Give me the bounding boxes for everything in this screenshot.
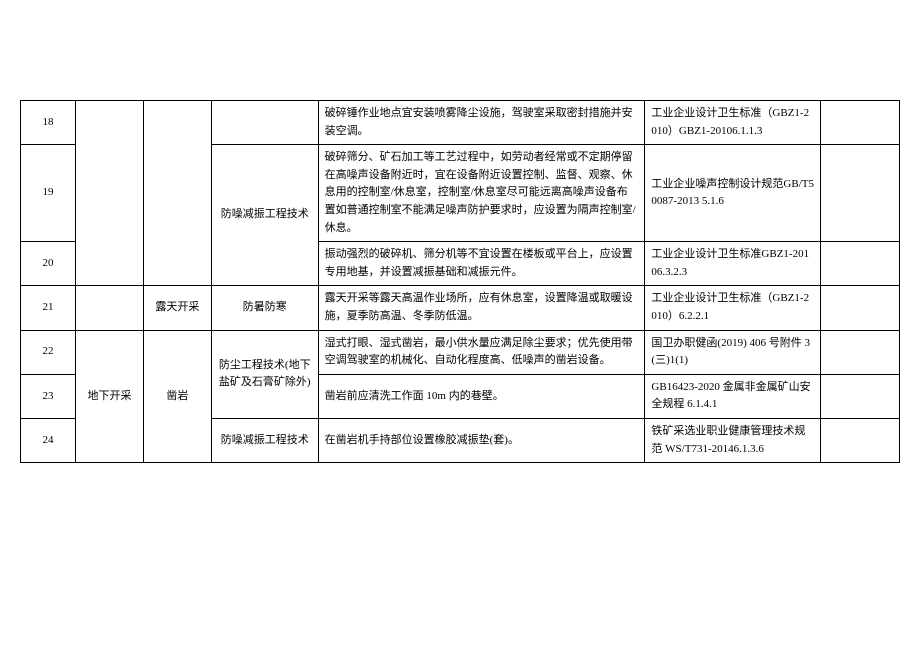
row-number: 24	[21, 418, 76, 462]
description-cell: 露天开采等露天高温作业场所，应有休息室，设置降温或取暖设施，夏季防高温、冬季防低…	[318, 286, 645, 330]
row-number: 22	[21, 330, 76, 374]
standards-table: 18 破碎锤作业地点宜安装喷雾降尘设施，驾驶室采取密封措施并安装空调。 工业企业…	[20, 100, 900, 463]
row-number: 18	[21, 101, 76, 145]
standard-cell: 工业企业设计卫生标准（GBZ1-2010）6.2.2.1	[645, 286, 821, 330]
description-cell: 振动强烈的破碎机、筛分机等不宜设置在楼板或平台上，应设置专用地基，并设置减振基础…	[318, 242, 645, 286]
category-cell: 地下开采	[76, 330, 144, 463]
row-number: 20	[21, 242, 76, 286]
extra-cell	[821, 242, 900, 286]
category-cell: 防噪减振工程技术	[211, 418, 318, 462]
extra-cell	[821, 418, 900, 462]
standard-cell: 国卫办职健函(2019) 406 号附件 3(三)1(1)	[645, 330, 821, 374]
description-cell: 破碎筛分、矿石加工等工艺过程中，如劳动者经常或不定期停留在高噪声设备附近时，宜在…	[318, 145, 645, 242]
description-cell: 凿岩前应清洗工作面 10m 内的巷壁。	[318, 374, 645, 418]
document-page: 18 破碎锤作业地点宜安装喷雾降尘设施，驾驶室采取密封措施并安装空调。 工业企业…	[20, 20, 900, 463]
category-cell: 防噪减振工程技术	[211, 145, 318, 286]
standard-cell: 铁矿采选业职业健康管理技术规范 WS/T731-20146.1.3.6	[645, 418, 821, 462]
table-row: 22 地下开采 凿岩 防尘工程技术(地下盐矿及石膏矿除外) 湿式打眼、湿式凿岩，…	[21, 330, 900, 374]
category-cell: 防尘工程技术(地下盐矿及石膏矿除外)	[211, 330, 318, 418]
extra-cell	[821, 145, 900, 242]
description-cell: 在凿岩机手持部位设置橡胶减振垫(套)。	[318, 418, 645, 462]
category-cell	[76, 101, 144, 286]
standard-cell: 工业企业设计卫生标准（GBZ1-2010）GBZ1-20106.1.1.3	[645, 101, 821, 145]
table-row: 21 露天开采 防暑防寒 露天开采等露天高温作业场所，应有休息室，设置降温或取暖…	[21, 286, 900, 330]
category-cell: 凿岩	[143, 330, 211, 463]
row-number: 23	[21, 374, 76, 418]
category-cell	[211, 101, 318, 145]
extra-cell	[821, 101, 900, 145]
standard-cell: 工业企业噪声控制设计规范GB/T50087-2013 5.1.6	[645, 145, 821, 242]
category-cell: 防暑防寒	[211, 286, 318, 330]
row-number: 19	[21, 145, 76, 242]
description-cell: 湿式打眼、湿式凿岩，最小供水量应满足除尘要求；优先使用带空调驾驶室的机械化、自动…	[318, 330, 645, 374]
extra-cell	[821, 330, 900, 374]
standard-cell: 工业企业设计卫生标准GBZ1-20106.3.2.3	[645, 242, 821, 286]
extra-cell	[821, 374, 900, 418]
standard-cell: GB16423-2020 金属非金属矿山安全规程 6.1.4.1	[645, 374, 821, 418]
category-cell: 露天开采	[143, 286, 211, 330]
table-row: 18 破碎锤作业地点宜安装喷雾降尘设施，驾驶室采取密封措施并安装空调。 工业企业…	[21, 101, 900, 145]
extra-cell	[821, 286, 900, 330]
category-cell	[143, 101, 211, 286]
row-number: 21	[21, 286, 76, 330]
description-cell: 破碎锤作业地点宜安装喷雾降尘设施，驾驶室采取密封措施并安装空调。	[318, 101, 645, 145]
category-cell	[76, 286, 144, 330]
